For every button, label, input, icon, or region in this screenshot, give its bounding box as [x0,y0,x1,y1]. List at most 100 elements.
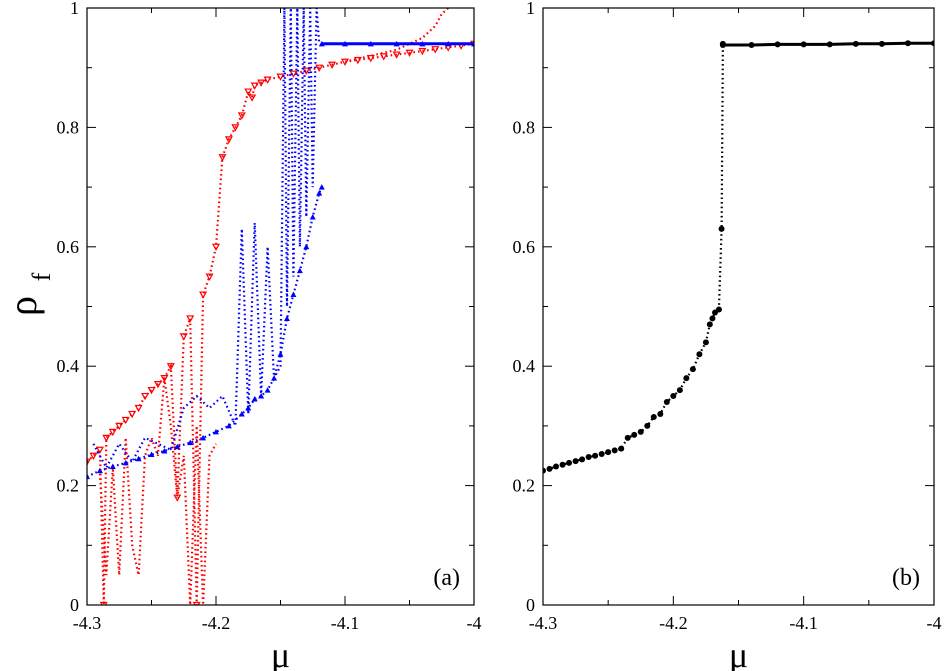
y-tick-label: 1 [70,0,79,18]
data-point [471,40,474,47]
data-point [160,375,169,383]
x-tick-label: -4.2 [202,613,231,633]
data-point [566,459,573,466]
series-3 [87,184,325,480]
data-point [689,366,696,373]
data-point [931,40,934,47]
data-point [800,41,807,48]
data-point [418,47,427,56]
data-point [696,351,703,358]
plot-area [543,40,934,474]
series-1 [719,40,934,49]
data-point [826,41,833,48]
data-point [257,79,266,87]
data-point [624,434,631,441]
data-point [676,387,683,394]
series-0 [543,40,726,474]
data-point [141,392,150,401]
data-point [637,428,644,435]
data-point [224,136,233,144]
data-point [342,40,348,47]
data-point [878,40,885,47]
data-point [122,459,129,466]
data-point [99,601,108,605]
x-tick-label: -4.1 [331,613,360,633]
data-point [277,351,284,357]
data-point [379,53,388,61]
data-point [238,410,245,417]
data-point [318,184,325,190]
x-tick-label: -4.3 [73,613,102,633]
data-point [715,306,722,313]
data-point [128,410,137,419]
data-point [392,51,401,59]
series-line [92,8,321,471]
data-point [431,46,440,54]
data-point [748,42,755,49]
data-point [650,413,657,420]
data-point [87,473,90,480]
data-point [579,456,586,463]
data-point [283,315,290,321]
data-point [445,40,452,47]
series-line [98,377,217,605]
data-point [276,73,285,81]
data-point [199,291,208,299]
data-point [264,387,271,393]
data-point [904,40,911,47]
data-point [173,494,182,502]
data-point [303,243,310,250]
data-point [166,363,175,371]
data-point [309,213,316,220]
series-1 [344,8,449,63]
data-point [186,315,195,323]
data-point [709,315,716,322]
data-point [663,399,670,406]
series-4 [92,8,321,471]
panel-b: -4.3 -4.2 -4.1 -4 0 0.2 0.4 0.6 0.8 1 (b) μ [513,0,942,671]
data-point [192,601,201,605]
data-point [657,410,664,417]
y-tick-label: 0.2 [513,476,536,496]
data-point [546,465,553,472]
panel-label: (b) [892,565,920,591]
data-point [147,386,156,395]
data-point [102,434,111,443]
data-point [296,267,303,274]
y-tick-label: 0.6 [57,237,80,257]
x-tick-label: -4.1 [789,613,818,633]
y-tick-label: 0 [70,595,79,615]
data-point [211,243,221,252]
data-point [237,112,246,120]
y-tick-label: 0.8 [513,117,536,137]
data-point [644,422,651,429]
y-tick-label: 0.6 [513,237,536,257]
series-5 [318,40,474,47]
data-point [87,458,92,466]
data-point [852,40,859,47]
plot-area [87,8,474,605]
data-point [618,445,625,452]
data-point [683,375,690,382]
panel-label: (a) [433,565,460,591]
data-point [318,40,325,47]
y-tick-label: 0.8 [57,117,80,137]
data-point [200,434,207,441]
data-point [161,447,168,454]
data-point [559,461,566,468]
data-point [702,339,709,346]
data-point [205,273,214,281]
series-line [87,42,474,605]
data-point [135,455,142,462]
data-point [187,439,194,446]
data-point [109,463,116,469]
data-point [290,291,297,298]
data-point [315,64,324,72]
data-point [213,428,219,435]
y-tick-label: 0.4 [57,356,80,376]
data-point [393,40,400,47]
data-point [774,41,781,48]
data-point [179,333,188,341]
y-axis-label: ρ [0,296,45,316]
y-tick-label: 0 [526,595,535,615]
